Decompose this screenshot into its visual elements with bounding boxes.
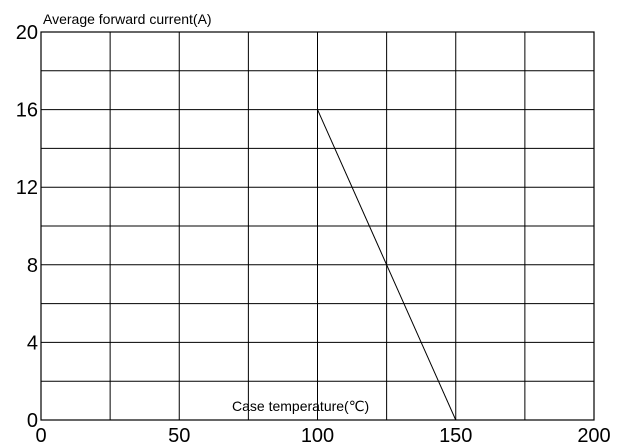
y-tick-label: 8 [27,255,38,277]
grid [41,32,594,420]
x-axis-label: Case temperature(℃) [232,398,369,414]
x-tick-label: 150 [439,425,472,446]
y-tick-label: 12 [16,177,38,199]
x-tick-label: 200 [577,425,610,446]
y-tick-label: 16 [16,100,38,122]
y-axis-label: Average forward current(A) [43,11,212,27]
y-tick-label: 4 [27,332,38,354]
x-tick-labels: 0 50 100 150 200 [35,425,610,446]
x-tick-label: 0 [35,425,46,446]
y-tick-labels: 0 4 8 12 16 20 [16,22,38,432]
x-tick-label: 100 [301,425,334,446]
x-tick-label: 50 [168,425,190,446]
y-tick-label: 20 [16,22,38,44]
series-layer [317,109,457,421]
series-line-1 [317,109,457,421]
plot-frame [40,31,595,421]
y-tick-label: 0 [27,410,38,432]
